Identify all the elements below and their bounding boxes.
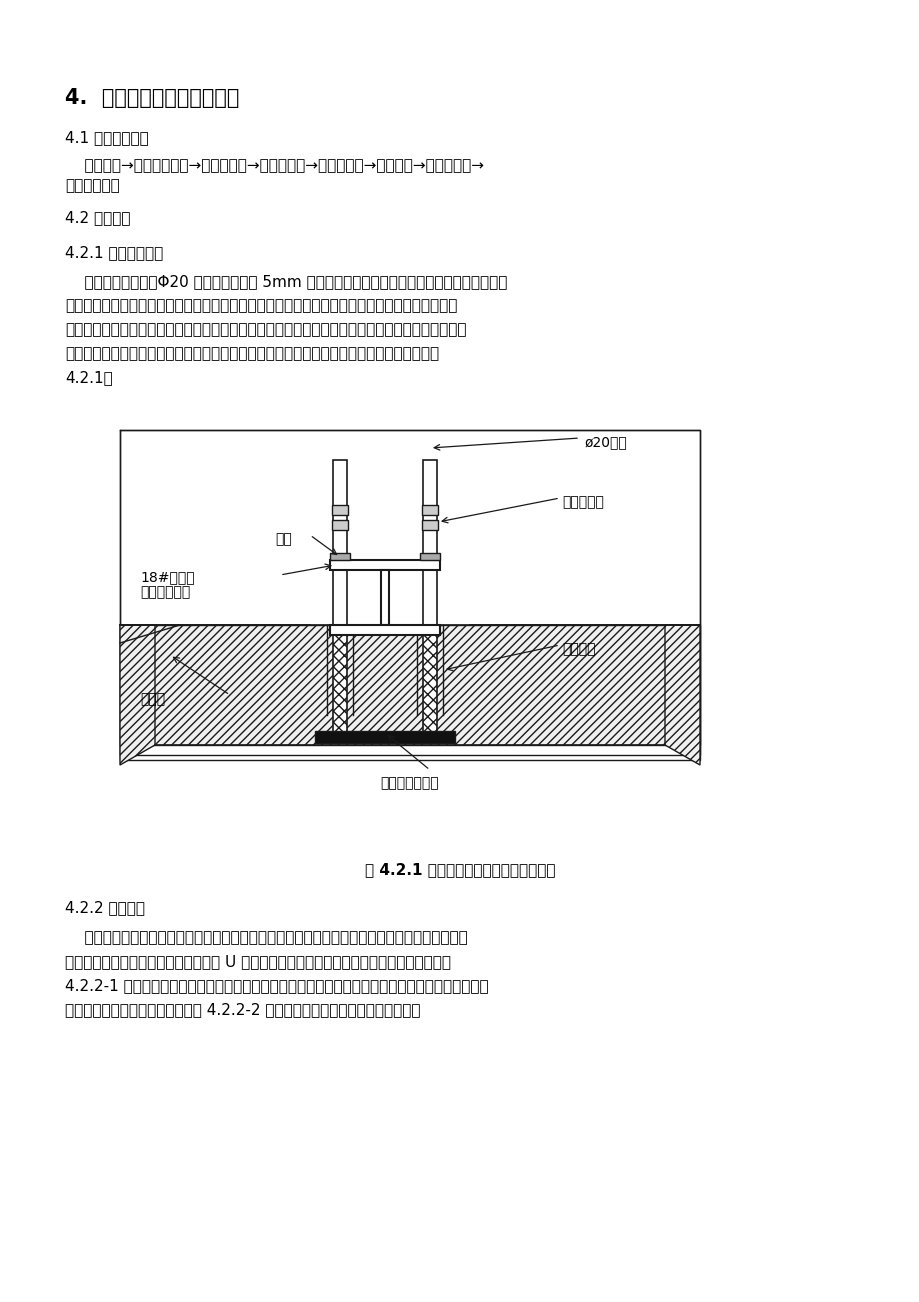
Polygon shape [330,553,349,560]
Polygon shape [422,519,437,530]
Polygon shape [332,519,347,530]
Text: 双螺帽固定: 双螺帽固定 [562,495,603,509]
Text: 垫片: 垫片 [275,533,291,546]
Text: 4.2 操作要点: 4.2 操作要点 [65,210,130,225]
Polygon shape [422,505,437,516]
Text: 4.2.2-1 悬挑式外架型钢铺设节点示意图）。若工字钢穿墙的，需在工字钢穿墙处套上木盒，以便脚: 4.2.2-1 悬挑式外架型钢铺设节点示意图）。若工字钢穿墙的，需在工字钢穿墙处… [65,978,488,993]
Text: 在其上沿架体纵向连续铺设槽钢，槽钢 U 口向上设置，并采用单面焊接于工字钢之上（参见图: 在其上沿架体纵向连续铺设槽钢，槽钢 U 口向上设置，并采用单面焊接于工字钢之上（… [65,954,450,969]
Text: 4.2.1 预埋预制螺栓: 4.2.1 预埋预制螺栓 [65,245,163,260]
Text: 钢板与螺栓焊接: 钢板与螺栓焊接 [380,776,438,790]
Polygon shape [423,625,437,733]
Text: 施工准备→预埋预制螺栓→混凝土浇筑→铺设工字钢→固定工字钢→铺设槽钢→脚手架搭设→: 施工准备→预埋预制螺栓→混凝土浇筑→铺设工字钢→固定工字钢→铺设槽钢→脚手架搭设… [65,158,483,173]
Text: ø20螺栓: ø20螺栓 [584,435,627,449]
Polygon shape [330,625,439,635]
Text: 两边木楔楔紧: 两边木楔楔紧 [140,585,190,599]
Text: 挂安全防护网: 挂安全防护网 [65,178,119,193]
Polygon shape [420,553,439,560]
Polygon shape [119,625,154,766]
Polygon shape [333,625,346,733]
Text: 4.1 施工工艺流程: 4.1 施工工艺流程 [65,130,149,145]
Polygon shape [332,505,347,516]
Text: 手架拆除后工字钢的取出（参见图 4.2.2-2 悬挑式外架工字钢穿墙节点示意图）。: 手架拆除后工字钢的取出（参见图 4.2.2-2 悬挑式外架工字钢穿墙节点示意图）… [65,1003,420,1017]
Polygon shape [119,625,699,745]
Text: 预制螺栓采用两根Φ20 细丝螺栓焊接于 5mm 厚钢板上，在悬挑层钢筋绑扎前，先在模板上按设: 预制螺栓采用两根Φ20 细丝螺栓焊接于 5mm 厚钢板上，在悬挑层钢筋绑扎前，先… [65,273,506,289]
Text: 4.2.1。: 4.2.1。 [65,370,113,385]
Text: 在螺栓上套上比楼层板厚长一点的塑料套管（便于预埋件的回收再利用），并用塑料胶带包住露出套: 在螺栓上套上比楼层板厚长一点的塑料套管（便于预埋件的回收再利用），并用塑料胶带包… [65,322,466,337]
Bar [119,430,699,755]
Text: 18#工字钢: 18#工字钢 [140,570,195,585]
Polygon shape [333,460,346,625]
Polygon shape [664,625,699,766]
Text: 结构板: 结构板 [140,691,165,706]
Text: 塑料套管: 塑料套管 [562,642,595,656]
Text: 图 4.2.1 悬挑式外架预埋螺栓锚固示意图: 图 4.2.1 悬挑式外架预埋螺栓锚固示意图 [364,862,555,878]
Text: 管部分的螺栓（防止浇筑混凝土时泥浆溅在螺栓上）。悬挑式外架预埋螺栓锚固示意参见下图: 管部分的螺栓（防止浇筑混凝土时泥浆溅在螺栓上）。悬挑式外架预埋螺栓锚固示意参见下… [65,346,438,361]
Polygon shape [314,730,455,743]
Polygon shape [380,570,389,625]
Text: 4.  施工工艺流程及操作要点: 4. 施工工艺流程及操作要点 [65,89,239,108]
Text: 4.2.2 铺设型钢: 4.2.2 铺设型钢 [65,900,145,915]
Text: 计的步距放好型钢的中心线，后将预制螺栓件用铁钉固定在模板上，中心线要在两个螺栓中间，再: 计的步距放好型钢的中心线，后将预制螺栓件用铁钉固定在模板上，中心线要在两个螺栓中… [65,298,457,312]
Text: 混凝土浇筑后，开始铺设工字钢，校正好进出位置，然后用双螺帽固定好。待工字钢固定好后，: 混凝土浇筑后，开始铺设工字钢，校正好进出位置，然后用双螺帽固定好。待工字钢固定好… [65,930,467,945]
Polygon shape [423,460,437,625]
Polygon shape [330,560,439,570]
